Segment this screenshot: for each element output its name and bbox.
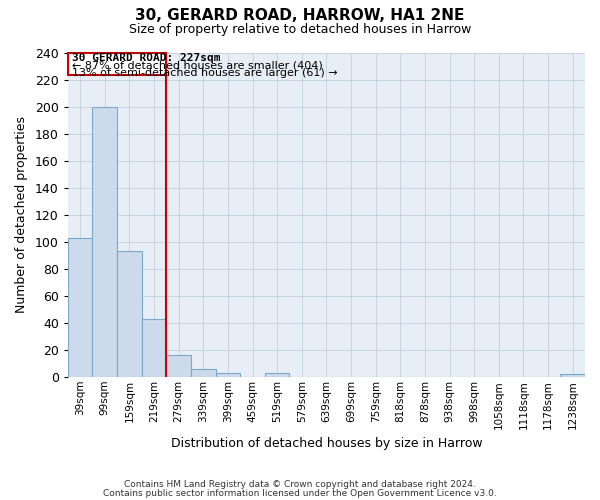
Bar xyxy=(215,373,240,377)
Text: 30, GERARD ROAD, HARROW, HA1 2NE: 30, GERARD ROAD, HARROW, HA1 2NE xyxy=(136,8,464,22)
Y-axis label: Number of detached properties: Number of detached properties xyxy=(15,116,28,314)
Text: ← 87% of detached houses are smaller (404): ← 87% of detached houses are smaller (40… xyxy=(71,60,322,70)
Text: Size of property relative to detached houses in Harrow: Size of property relative to detached ho… xyxy=(129,22,471,36)
Text: Contains HM Land Registry data © Crown copyright and database right 2024.: Contains HM Land Registry data © Crown c… xyxy=(124,480,476,489)
Text: 30 GERARD ROAD: 227sqm: 30 GERARD ROAD: 227sqm xyxy=(71,53,220,63)
Bar xyxy=(191,369,215,377)
Text: 13% of semi-detached houses are larger (61) →: 13% of semi-detached houses are larger (… xyxy=(71,68,337,78)
Bar xyxy=(265,373,289,377)
Bar xyxy=(68,238,92,377)
FancyBboxPatch shape xyxy=(68,52,166,76)
Bar xyxy=(142,319,166,377)
Bar xyxy=(560,374,585,377)
X-axis label: Distribution of detached houses by size in Harrow: Distribution of detached houses by size … xyxy=(170,437,482,450)
Bar xyxy=(166,356,191,377)
Text: Contains public sector information licensed under the Open Government Licence v3: Contains public sector information licen… xyxy=(103,489,497,498)
Bar xyxy=(92,106,117,377)
Bar xyxy=(117,252,142,377)
